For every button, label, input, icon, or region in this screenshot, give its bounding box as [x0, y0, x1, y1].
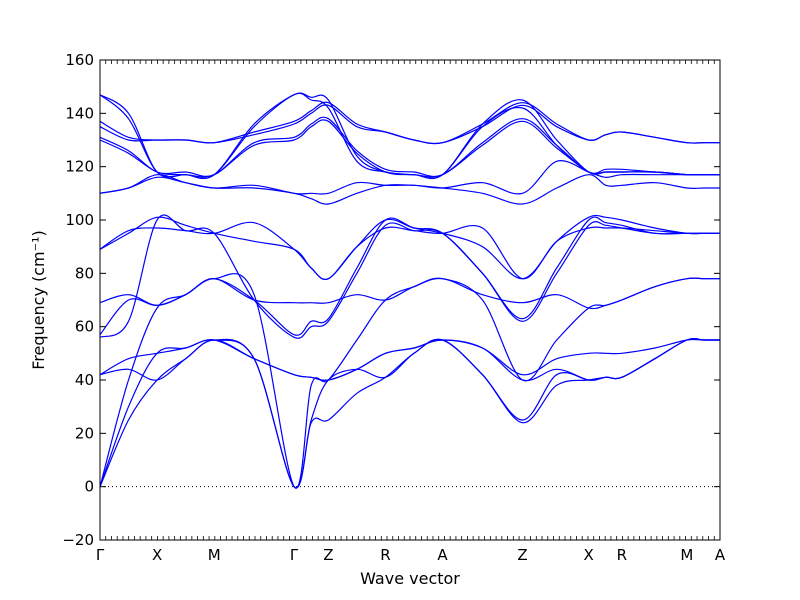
- x-tick-label: Z: [323, 546, 333, 564]
- phonon-branch-16: [100, 101, 720, 145]
- phonon-branch-8: [100, 277, 720, 310]
- y-tick-label: 0: [84, 478, 94, 496]
- y-tick-label: 160: [65, 51, 94, 69]
- x-tick-label: A: [715, 546, 726, 564]
- phonon-branch-10: [100, 221, 720, 281]
- x-tick-label: Γ: [96, 546, 105, 564]
- y-ticks: −20 0 20 40 60 80 100 120 140 160: [62, 51, 720, 549]
- y-tick-label: 100: [65, 211, 94, 229]
- y-axis-label: Frequency (cm⁻¹): [29, 230, 48, 369]
- y-tick-label: 40: [75, 371, 94, 389]
- x-tick-label: R: [380, 546, 390, 564]
- phonon-branch-18: [100, 92, 720, 180]
- y-tick-label: 20: [75, 424, 94, 442]
- y-tick-label: 120: [65, 158, 94, 176]
- x-tick-label: A: [437, 546, 448, 564]
- y-tick-label: 60: [75, 318, 94, 336]
- y-tick-label: −20: [62, 531, 94, 549]
- phonon-branch-9: [100, 214, 720, 281]
- plot-frame: [99, 59, 721, 541]
- x-tick-label: X: [152, 546, 162, 564]
- phonon-branch-14: [100, 116, 720, 178]
- phonon-branch-5: [100, 338, 720, 381]
- x-tick-label: Γ: [290, 546, 299, 564]
- x-tick-label: R: [617, 546, 627, 564]
- x-tick-label: M: [208, 546, 221, 564]
- x-tick-label: X: [584, 546, 594, 564]
- x-tick-label: Z: [517, 546, 527, 564]
- y-tick-label: 140: [65, 104, 94, 122]
- x-axis-label: Wave vector: [360, 569, 460, 588]
- x-tick-label: M: [680, 546, 693, 564]
- series-layer: [100, 92, 720, 489]
- y-tick-label: 80: [75, 264, 94, 282]
- phonon-branch-12: [100, 160, 720, 195]
